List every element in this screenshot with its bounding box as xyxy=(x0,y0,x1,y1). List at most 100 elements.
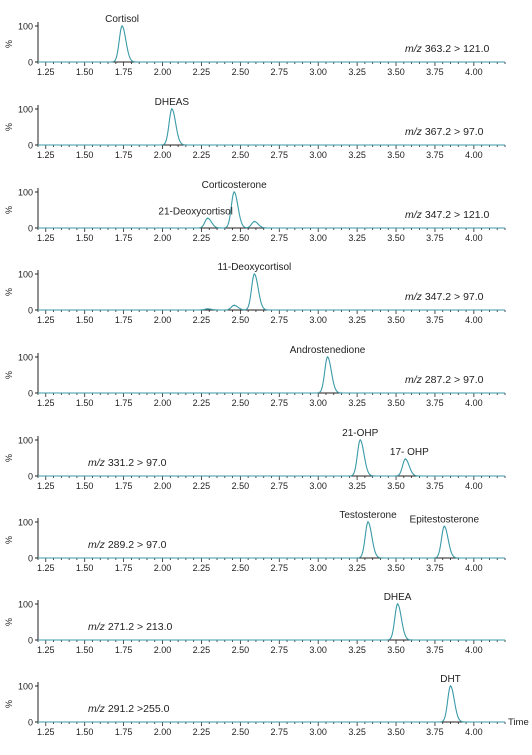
y-tick-label: 0 xyxy=(28,389,33,399)
y-tick-label: 0 xyxy=(28,718,33,728)
x-tick-label: 3.25 xyxy=(348,233,366,243)
x-tick-label: 2.75 xyxy=(271,150,289,160)
x-tick-label: 3.50 xyxy=(387,398,405,408)
chromatogram-trace xyxy=(38,603,505,641)
peak-apex xyxy=(359,439,362,441)
y-axis-label: % xyxy=(4,206,14,214)
y-axis-label: % xyxy=(4,40,14,48)
chromatogram-trace xyxy=(38,108,505,146)
x-tick-label: 2.25 xyxy=(193,67,211,77)
y-tick-label: 100 xyxy=(18,270,33,280)
peak-apex-unlabeled xyxy=(253,220,256,223)
x-tick-label: 2.25 xyxy=(193,315,211,325)
y-tick-label: 100 xyxy=(18,682,33,692)
x-tick-label: 3.25 xyxy=(348,398,366,408)
x-tick-label: 4.00 xyxy=(465,727,483,737)
peak-label: DHT xyxy=(440,674,461,685)
x-tick-label: 3.00 xyxy=(309,481,327,491)
x-tick-label: 1.50 xyxy=(76,315,94,325)
x-tick-label: 3.75 xyxy=(426,645,444,655)
x-tick-label: 3.75 xyxy=(426,233,444,243)
x-tick-label: 2.00 xyxy=(154,645,172,655)
y-axis-label: % xyxy=(4,536,14,544)
x-tick-label: 3.75 xyxy=(426,315,444,325)
x-tick-label: 3.25 xyxy=(348,67,366,77)
x-tick-label: 3.00 xyxy=(309,727,327,737)
x-tick-label: 3.25 xyxy=(348,645,366,655)
mz-transition-label: m/z 289.2 > 97.0 xyxy=(88,539,167,551)
x-tick-label: 2.50 xyxy=(232,150,250,160)
peak-apex xyxy=(396,603,399,605)
x-tick-label: 2.50 xyxy=(232,233,250,243)
x-tick-label: 2.00 xyxy=(154,315,172,325)
peak-apex xyxy=(253,273,256,275)
x-tick-label: 3.00 xyxy=(309,315,327,325)
x-tick-label: 2.00 xyxy=(154,67,172,77)
x-tick-label: 2.00 xyxy=(154,398,172,408)
x-tick-label: 1.75 xyxy=(115,315,133,325)
x-tick-label: 2.25 xyxy=(193,150,211,160)
x-tick-label: 2.75 xyxy=(271,398,289,408)
x-tick-label: 3.00 xyxy=(309,398,327,408)
x-tick-label: 3.25 xyxy=(348,563,366,573)
peak-label: Testosterone xyxy=(339,510,397,521)
x-tick-label: 3.00 xyxy=(309,67,327,77)
y-tick-label: 0 xyxy=(28,224,33,234)
x-tick-label: 2.50 xyxy=(232,563,250,573)
y-tick-label: 100 xyxy=(18,600,33,610)
x-tick-label: 1.25 xyxy=(37,563,55,573)
y-tick-label: 0 xyxy=(28,141,33,151)
peak-apex xyxy=(121,25,123,27)
peak-apex xyxy=(171,108,173,110)
y-tick-label: 0 xyxy=(28,554,33,564)
x-tick-label: 2.25 xyxy=(193,481,211,491)
x-tick-label: 2.00 xyxy=(154,481,172,491)
x-tick-label: 1.50 xyxy=(76,563,94,573)
x-tick-label: 2.75 xyxy=(271,67,289,77)
x-tick-label: 1.75 xyxy=(115,398,133,408)
chromatogram-trace xyxy=(38,685,505,723)
x-tick-label: 3.50 xyxy=(387,315,405,325)
x-tick-label: 3.50 xyxy=(387,727,405,737)
y-tick-label: 100 xyxy=(18,436,33,446)
x-tick-label: 3.75 xyxy=(426,481,444,491)
x-tick-label: 4.00 xyxy=(465,398,483,408)
y-tick-label: 0 xyxy=(28,636,33,646)
chromatogram-trace xyxy=(38,439,505,477)
x-tick-label: 1.50 xyxy=(76,645,94,655)
x-tick-label: 1.25 xyxy=(37,645,55,655)
peak-label: Androstenedione xyxy=(290,345,366,356)
x-tick-label: 1.25 xyxy=(37,150,55,160)
x-tick-label: 2.25 xyxy=(193,398,211,408)
x-tick-label: 3.00 xyxy=(309,645,327,655)
peak-label: Cortisol xyxy=(105,14,139,25)
mz-transition-label: m/z 291.2 >255.0 xyxy=(88,703,170,715)
x-tick-label: 2.25 xyxy=(193,645,211,655)
x-tick-label: 2.75 xyxy=(271,645,289,655)
chromatogram-trace xyxy=(38,191,505,229)
x-tick-label: 1.75 xyxy=(115,150,133,160)
y-axis-label: % xyxy=(4,454,14,462)
x-tick-label: 1.75 xyxy=(115,481,133,491)
peak-label: Corticosterone xyxy=(202,180,267,191)
peak-label: 21-Deoxycortisol xyxy=(158,206,232,217)
x-tick-label: 4.00 xyxy=(465,233,483,243)
x-tick-label: 2.75 xyxy=(271,481,289,491)
x-tick-label: 1.50 xyxy=(76,481,94,491)
x-tick-label: 1.75 xyxy=(115,645,133,655)
peak-apex xyxy=(404,458,407,460)
y-tick-label: 100 xyxy=(18,22,33,32)
chromatogram-trace xyxy=(38,273,505,311)
y-tick-label: 100 xyxy=(18,353,33,363)
mz-transition-label: m/z 363.2 > 121.0 xyxy=(405,43,490,55)
x-tick-label: 3.50 xyxy=(387,67,405,77)
y-tick-label: 0 xyxy=(28,306,33,316)
peak-label: 21-OHP xyxy=(342,428,378,439)
x-tick-label: 2.00 xyxy=(154,150,172,160)
x-tick-label: 3.25 xyxy=(348,315,366,325)
x-axis-label: Time xyxy=(508,717,529,728)
x-tick-label: 2.00 xyxy=(154,233,172,243)
x-tick-label: 1.25 xyxy=(37,727,55,737)
y-axis-label: % xyxy=(4,618,14,626)
